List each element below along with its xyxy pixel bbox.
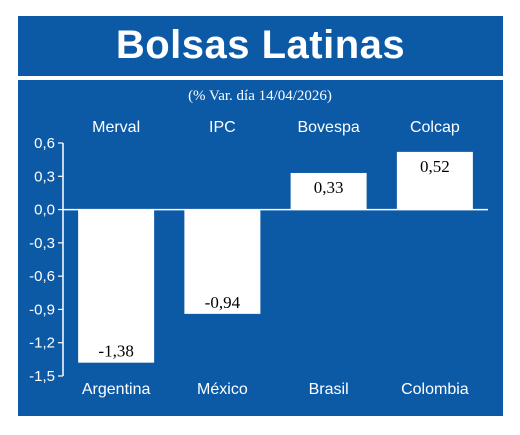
chart-title: Bolsas Latinas: [115, 22, 406, 67]
index-name-label: Bovespa: [297, 119, 359, 136]
bar: [184, 209, 261, 314]
y-tick-label: -0,6: [29, 268, 55, 285]
title-bar: Bolsas Latinas: [18, 16, 503, 74]
index-name-label: Colcap: [410, 119, 460, 136]
bar: [396, 151, 473, 210]
x-tick-label: Brasil: [309, 381, 349, 398]
x-tick-label: México: [197, 381, 248, 398]
chart-subtitle: (% Var. día 14/04/2026): [188, 88, 332, 104]
x-tick-label: Argentina: [82, 381, 151, 398]
x-tick-label: Colombia: [401, 381, 469, 398]
bar-chart: (% Var. día 14/04/2026) 0,6 0,3 0,0 -0,3 -0,6…: [29, 88, 488, 398]
bar: [78, 209, 155, 363]
bar: [290, 172, 367, 210]
y-tick-label: -0,3: [29, 235, 55, 252]
data-label: -1,38: [98, 342, 133, 361]
data-label: -0,94: [205, 293, 241, 312]
y-tick-label: -1,5: [29, 368, 55, 385]
data-label: 0,33: [314, 178, 344, 197]
y-tick-label: 0,6: [34, 135, 55, 152]
data-label: 0,52: [420, 157, 450, 176]
y-tick-label: 0,3: [34, 168, 55, 185]
y-tick-label: -0,9: [29, 301, 55, 318]
chart-frame: Bolsas Latinas (% Var. día 14/04/2026) 0,…: [18, 16, 503, 416]
y-tick-label: 0,0: [34, 202, 55, 219]
title-divider: [18, 76, 503, 80]
index-name-label: IPC: [209, 119, 236, 136]
index-name-label: Merval: [92, 119, 140, 136]
y-tick-label: -1,2: [29, 335, 55, 352]
